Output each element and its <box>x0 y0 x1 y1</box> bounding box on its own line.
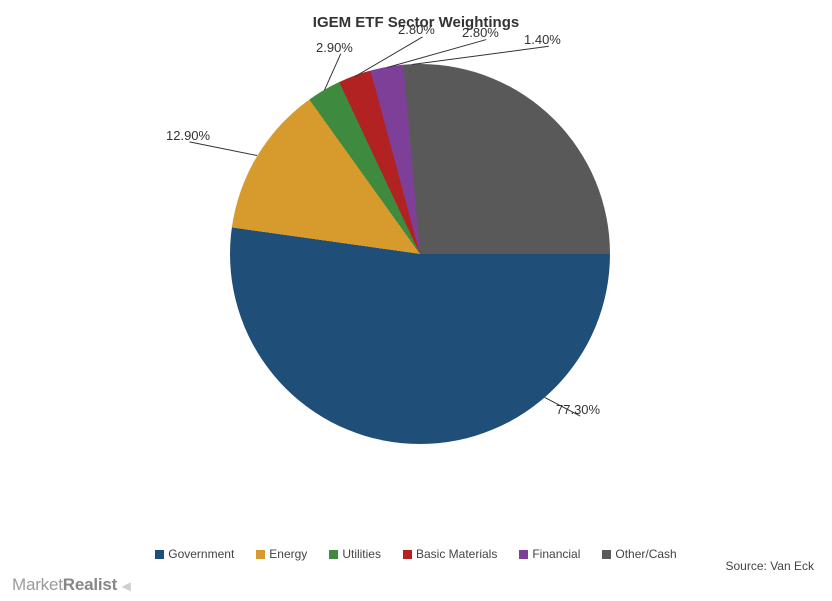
watermark-logo: MarketRealist ◀ <box>12 575 131 595</box>
slice-label: 2.90% <box>316 40 353 55</box>
watermark-accent: Realist <box>63 575 117 594</box>
legend-label: Energy <box>269 547 307 561</box>
pie-chart <box>230 64 610 444</box>
legend-swatch <box>403 550 412 559</box>
legend-swatch <box>256 550 265 559</box>
leader-line <box>412 46 548 65</box>
slice-label: 2.80% <box>398 22 435 37</box>
source-text: Source: Van Eck <box>726 559 815 573</box>
legend-item: Utilities <box>329 547 381 561</box>
legend-item: Basic Materials <box>403 547 497 561</box>
legend-label: Basic Materials <box>416 547 497 561</box>
legend-swatch <box>329 550 338 559</box>
legend-item: Government <box>155 547 234 561</box>
legend-swatch <box>519 550 528 559</box>
legend: Government Energy Utilities Basic Materials… <box>0 547 832 561</box>
legend-swatch <box>155 550 164 559</box>
slice-label: 2.80% <box>462 25 499 40</box>
legend-label: Other/Cash <box>615 547 676 561</box>
slice-label: 12.90% <box>166 128 210 143</box>
legend-item: Energy <box>256 547 307 561</box>
slice-label: 1.40% <box>524 32 561 47</box>
legend-swatch <box>602 550 611 559</box>
watermark-brand: Market <box>12 575 63 594</box>
legend-label: Financial <box>532 547 580 561</box>
watermark-symbol: ◀ <box>122 579 131 593</box>
legend-item: Other/Cash <box>602 547 676 561</box>
legend-label: Utilities <box>342 547 381 561</box>
legend-label: Government <box>168 547 234 561</box>
chart-area: IGEM ETF Sector Weightings 77.30%12.90%2… <box>0 0 832 520</box>
pie-container <box>230 64 610 444</box>
legend-item: Financial <box>519 547 580 561</box>
